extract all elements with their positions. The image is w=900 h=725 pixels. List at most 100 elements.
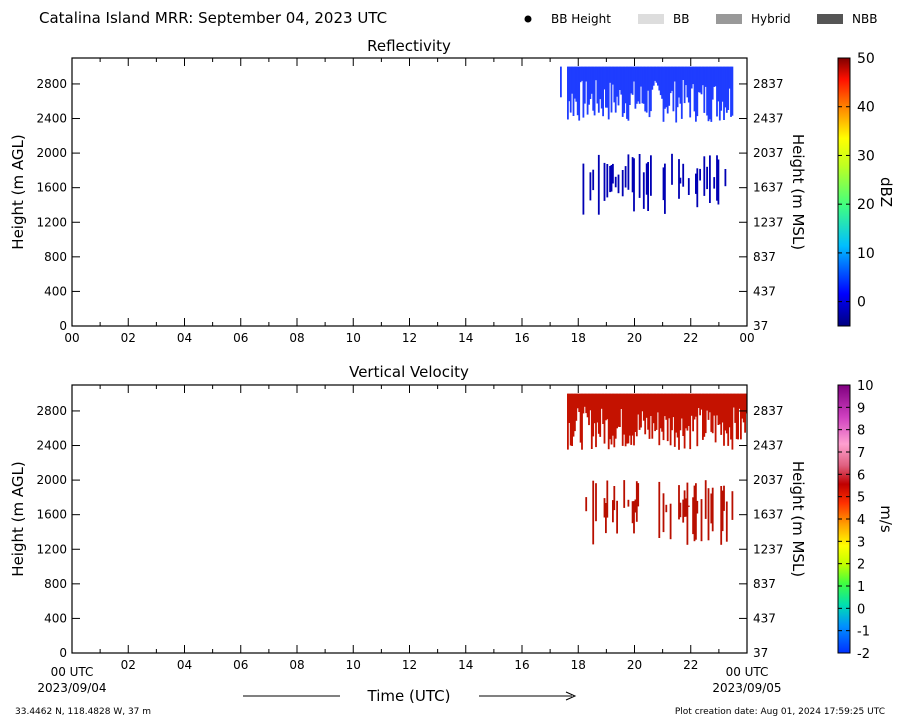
- vertical-velocity-column: [628, 393, 631, 436]
- colorbar-tick-label: 1: [857, 580, 865, 595]
- reflectivity-column: [585, 66, 588, 82]
- vertical-velocity-ylabel-right: Height (m MSL): [789, 461, 807, 577]
- reflectivity-column: [635, 66, 638, 104]
- vertical-velocity-column: [704, 393, 707, 434]
- vertical-velocity-column: [707, 488, 710, 541]
- vertical-velocity-column: [686, 482, 689, 545]
- reflectivity-column: [696, 168, 699, 208]
- reflectivity-column: [612, 66, 614, 85]
- vertical-velocity-column: [720, 393, 723, 435]
- y-tick-label: 2000: [36, 146, 67, 160]
- reflectivity-column: [616, 66, 618, 97]
- reflectivity-column: [600, 66, 603, 109]
- vertical-velocity-column: [633, 393, 635, 446]
- reflectivity-colorbar-ticks: 0 10 20 30 40 50: [838, 51, 875, 311]
- vertical-velocity-column: [619, 393, 621, 427]
- vertical-velocity-column: [592, 393, 595, 437]
- reflectivity-column: [687, 66, 690, 103]
- reflectivity-column: [689, 66, 692, 118]
- reflectivity-marks: [560, 66, 734, 215]
- y-tick-label: 1200: [36, 542, 67, 556]
- reflectivity-column: [702, 66, 704, 86]
- reflectivity-column: [706, 66, 708, 116]
- vertical-velocity-column: [718, 393, 721, 425]
- vertical-velocity-column: [711, 487, 714, 532]
- legend-label-bb: BB: [673, 12, 689, 26]
- plot-creation-date: Plot creation date: Aug 01, 2024 17:59:2…: [675, 707, 885, 717]
- colorbar-tick-label: 50: [857, 51, 875, 67]
- vertical-velocity-column: [595, 483, 597, 522]
- vertical-velocity-column: [567, 393, 569, 450]
- colorbar-tick-label: 20: [857, 197, 875, 213]
- vertical-velocity-column: [662, 493, 665, 533]
- vertical-velocity-column: [606, 480, 609, 518]
- vertical-velocity-column: [678, 393, 680, 450]
- reflectivity-column: [630, 66, 633, 94]
- reflectivity-column: [613, 66, 616, 103]
- y-tick-label-right: 1637: [753, 508, 784, 522]
- reflectivity-column: [631, 66, 634, 95]
- vertical-velocity-column: [716, 393, 718, 416]
- vertical-velocity-column: [602, 393, 604, 424]
- vertical-velocity-ticks: 02 04 06 08 10 12 14 16 18 20 22 0 37 400 437 800 837 120…: [36, 385, 784, 672]
- vertical-velocity-column: [616, 500, 618, 534]
- colorbar-tick-label: 2: [857, 558, 865, 573]
- vertical-velocity-column: [644, 393, 647, 435]
- vertical-velocity-column: [651, 393, 654, 439]
- reflectivity-column: [637, 66, 640, 102]
- vertical-velocity-column: [671, 393, 673, 431]
- y-tick-label: 2400: [36, 112, 67, 126]
- reflectivity-column: [628, 66, 631, 105]
- vertical-velocity-column: [669, 393, 672, 446]
- y-tick-label: 2000: [36, 473, 67, 487]
- y-tick-label-right: 2037: [753, 473, 784, 487]
- colorbar-tick-label: 10: [857, 246, 875, 262]
- vertical-velocity-column: [683, 393, 686, 449]
- reflectivity-column: [695, 173, 697, 194]
- vertical-velocity-column: [692, 393, 694, 432]
- reflectivity-column: [713, 66, 716, 87]
- reflectivity-column: [679, 177, 682, 184]
- vertical-velocity-column: [582, 393, 585, 414]
- x-tick-label: 18: [571, 658, 586, 672]
- vertical-velocity-column: [571, 393, 573, 446]
- reflectivity-column: [673, 66, 676, 82]
- vertical-velocity-column: [713, 393, 716, 416]
- colorbar-tick-label: 6: [857, 468, 865, 483]
- reflectivity-column: [692, 66, 694, 85]
- reflectivity-column: [589, 172, 592, 201]
- x-tick-label: 06: [233, 331, 248, 345]
- colorbar-tick-label: 9: [857, 401, 865, 416]
- vertical-velocity-column: [635, 393, 638, 437]
- vertical-velocity-column: [612, 393, 614, 436]
- reflectivity-column: [603, 66, 606, 90]
- vertical-velocity-column: [696, 500, 699, 514]
- time-axis-label: Time (UTC): [367, 687, 451, 705]
- reflectivity-column: [678, 66, 680, 98]
- vertical-velocity-column: [588, 393, 590, 426]
- vertical-velocity-column: [627, 393, 630, 444]
- x-tick-label: 20: [627, 331, 642, 345]
- vertical-velocity-column: [702, 393, 704, 440]
- reflectivity-column: [582, 163, 585, 215]
- vertical-velocity-column: [626, 393, 628, 444]
- vertical-velocity-column: [683, 490, 686, 517]
- y-tick-label-right: 37: [753, 319, 768, 333]
- vertical-velocity-column: [579, 393, 582, 443]
- vertical-velocity-column: [634, 393, 637, 432]
- y-tick-label: 2800: [36, 404, 67, 418]
- reflectivity-column: [624, 166, 627, 188]
- reflectivity-column: [609, 166, 611, 193]
- y-tick-label: 0: [59, 646, 67, 660]
- x-tick-label: 20: [627, 658, 642, 672]
- reflectivity-column: [589, 66, 592, 99]
- vertical-velocity-column: [720, 486, 723, 545]
- y-tick-label: 800: [44, 250, 67, 264]
- reflectivity-column: [610, 165, 613, 192]
- colorbar-tick-label: 40: [857, 100, 875, 116]
- reflectivity-column: [693, 66, 696, 112]
- vertical-velocity-column: [710, 493, 713, 524]
- reflectivity-column: [644, 66, 647, 112]
- x-tick-label: 14: [458, 658, 473, 672]
- vertical-velocity-marks: [567, 393, 748, 545]
